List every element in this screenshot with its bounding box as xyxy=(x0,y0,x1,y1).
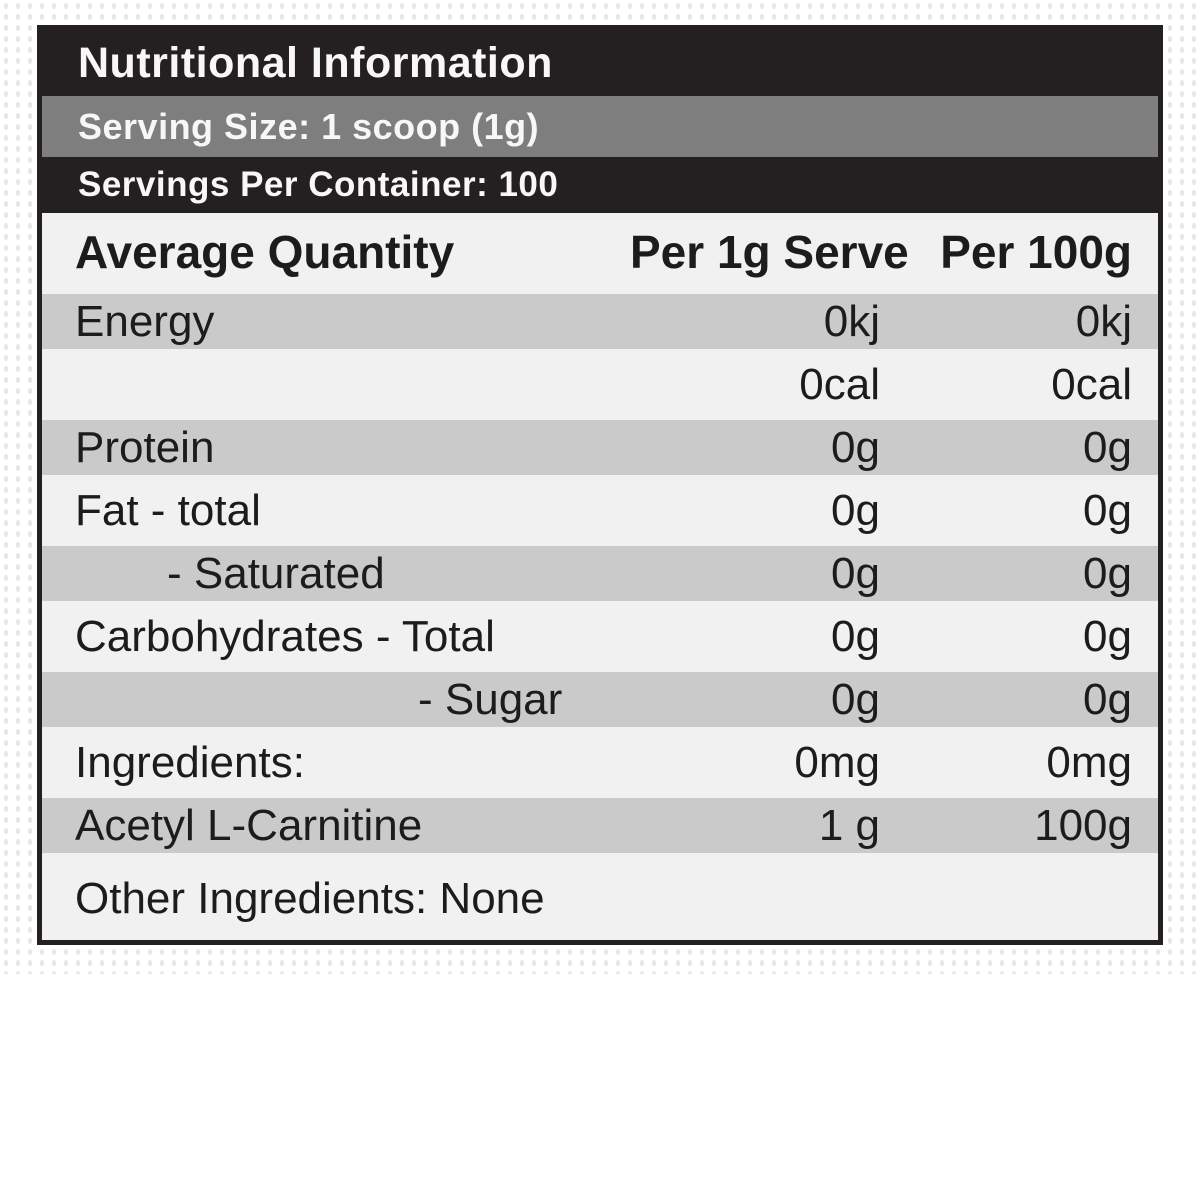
column-header-per-serve: Per 1g Serve xyxy=(630,225,909,278)
row-label: Protein xyxy=(75,422,215,472)
row-label: Carbohydrates - Total xyxy=(75,611,495,661)
row-per-serve-value: 0g xyxy=(831,485,880,535)
table-row: Acetyl L-Carnitine 1 g 100g xyxy=(42,794,1158,857)
table-row: Carbohydrates - Total 0g 0g xyxy=(42,605,1158,668)
table-row: 0cal 0cal xyxy=(42,353,1158,416)
table-row: Ingredients: 0mg 0mg xyxy=(42,731,1158,794)
row-label: - Sugar xyxy=(418,674,563,724)
nutrition-rows: Energy 0kj 0kj 0cal 0cal Protein 0g 0g F… xyxy=(42,290,1158,940)
servings-per-container-bar: Servings Per Container: 100 xyxy=(42,157,1158,213)
row-per-100g-value: 0g xyxy=(1083,422,1132,472)
row-per-100g-value: 0g xyxy=(1083,674,1132,724)
row-label: Ingredients: xyxy=(75,737,305,787)
row-per-serve-value: 0mg xyxy=(794,737,880,787)
row-per-100g-value: 0kj xyxy=(1075,296,1132,346)
row-per-serve-value: 0kj xyxy=(823,296,880,346)
serving-size-text: Serving Size: 1 scoop (1g) xyxy=(78,105,540,147)
row-per-100g-value: 0g xyxy=(1083,548,1132,598)
row-per-serve-value: 0g xyxy=(831,674,880,724)
row-per-100g-value: 100g xyxy=(1034,800,1132,850)
serving-size-bar: Serving Size: 1 scoop (1g) xyxy=(42,96,1158,157)
table-row: - Sugar 0g 0g xyxy=(42,668,1158,731)
row-per-serve-value: 0cal xyxy=(799,359,880,409)
table-row: Protein 0g 0g xyxy=(42,416,1158,479)
row-per-serve-value: 0g xyxy=(831,422,880,472)
row-label: - Saturated xyxy=(167,548,385,598)
table-header-row: Average Quantity Per 1g Serve Per 100g xyxy=(42,213,1158,290)
table-row: Other Ingredients: None xyxy=(42,857,1158,940)
column-header-per-100g: Per 100g xyxy=(940,225,1132,278)
row-per-serve-value: 0g xyxy=(831,548,880,598)
nutrition-label: Nutritional Information Serving Size: 1 … xyxy=(37,25,1163,945)
row-label: Energy xyxy=(75,296,215,346)
table-row: Energy 0kj 0kj xyxy=(42,290,1158,353)
row-per-serve-value: 0g xyxy=(831,611,880,661)
label-title: Nutritional Information xyxy=(78,38,553,87)
row-label: Fat - total xyxy=(75,485,261,535)
table-row: - Saturated 0g 0g xyxy=(42,542,1158,605)
row-per-100g-value: 0g xyxy=(1083,611,1132,661)
column-header-average-quantity: Average Quantity xyxy=(75,225,455,278)
row-label: Other Ingredients: None xyxy=(75,873,545,923)
row-per-100g-value: 0g xyxy=(1083,485,1132,535)
row-per-serve-value: 1 g xyxy=(818,800,880,850)
row-per-100g-value: 0cal xyxy=(1051,359,1132,409)
row-label: Acetyl L-Carnitine xyxy=(75,800,423,850)
servings-per-container-text: Servings Per Container: 100 xyxy=(78,165,559,204)
row-per-100g-value: 0mg xyxy=(1046,737,1132,787)
label-title-bar: Nutritional Information xyxy=(42,30,1158,96)
table-row: Fat - total 0g 0g xyxy=(42,479,1158,542)
